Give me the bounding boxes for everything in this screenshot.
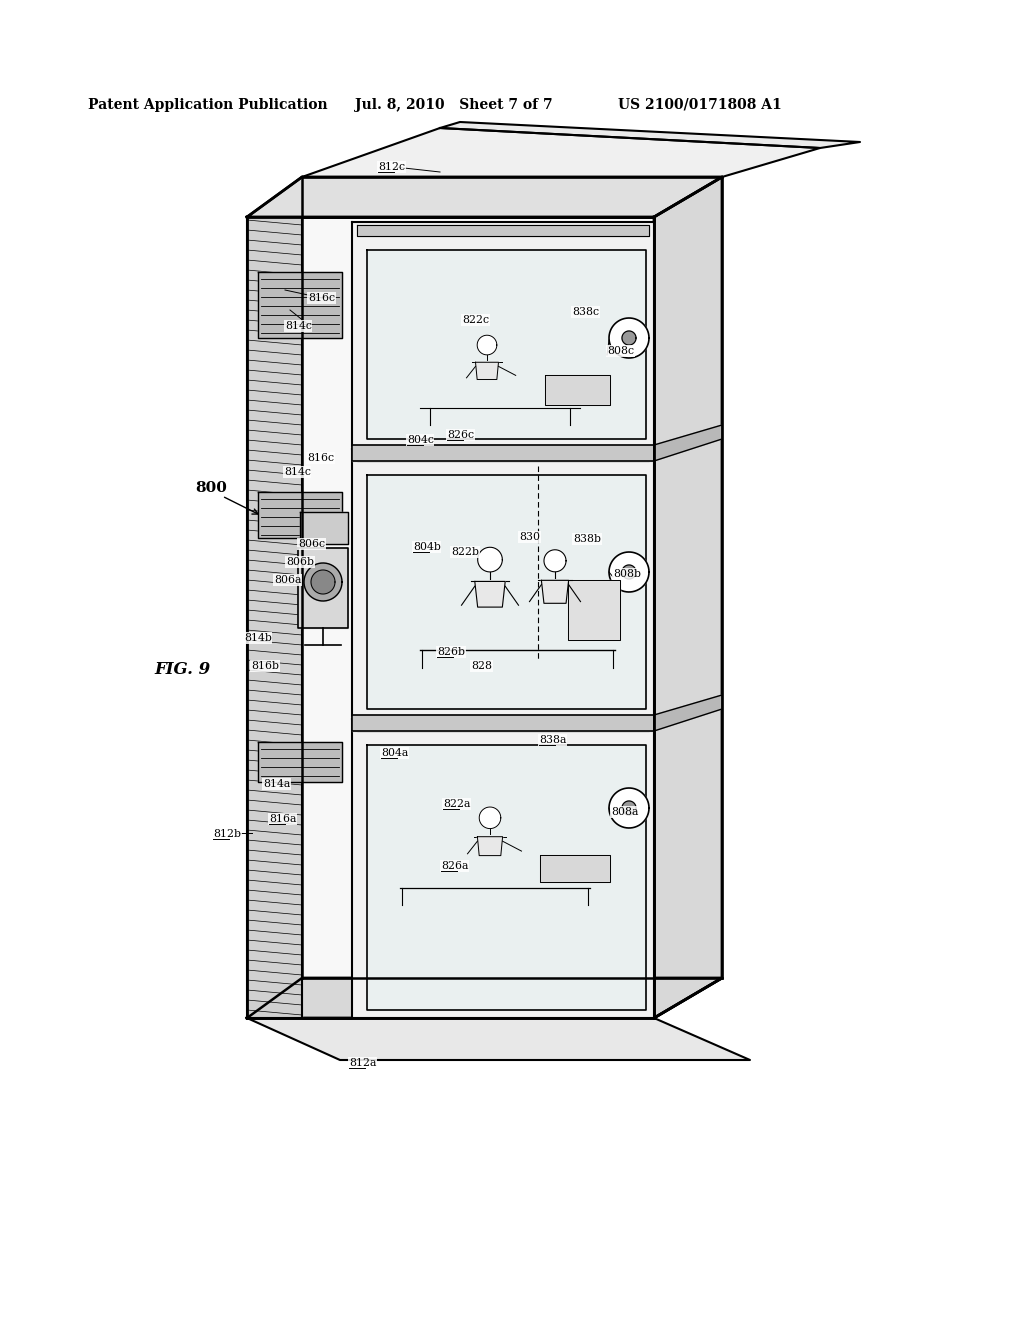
Text: FIG. 9: FIG. 9 (155, 661, 211, 678)
Polygon shape (477, 548, 503, 572)
Text: 808a: 808a (611, 807, 638, 817)
Text: Patent Application Publication: Patent Application Publication (88, 98, 328, 112)
Text: 826b: 826b (437, 647, 465, 657)
Polygon shape (540, 855, 610, 882)
Polygon shape (609, 318, 649, 358)
Text: 826c: 826c (447, 430, 474, 440)
Text: 816c: 816c (308, 293, 335, 304)
Polygon shape (247, 216, 302, 1018)
Text: 806b: 806b (286, 557, 314, 568)
Text: US 2100/0171808 A1: US 2100/0171808 A1 (618, 98, 781, 112)
Text: 806a: 806a (274, 576, 301, 585)
Polygon shape (654, 177, 722, 1018)
Polygon shape (357, 451, 649, 461)
Polygon shape (352, 449, 654, 717)
Polygon shape (300, 512, 348, 544)
Text: 816a: 816a (269, 814, 296, 824)
Text: 816c: 816c (307, 453, 334, 463)
Polygon shape (357, 721, 649, 731)
Text: 808c: 808c (607, 346, 634, 356)
Text: 814b: 814b (244, 634, 272, 643)
Polygon shape (545, 375, 610, 405)
Polygon shape (298, 548, 348, 628)
Text: 822a: 822a (443, 799, 470, 809)
Polygon shape (352, 445, 654, 461)
Polygon shape (609, 552, 649, 591)
Polygon shape (609, 788, 649, 828)
Polygon shape (352, 715, 654, 731)
Polygon shape (352, 719, 654, 1018)
Polygon shape (247, 177, 722, 216)
Polygon shape (247, 978, 750, 1060)
Text: 814a: 814a (263, 779, 290, 789)
Polygon shape (622, 801, 636, 814)
Polygon shape (440, 121, 860, 148)
Polygon shape (304, 564, 342, 601)
Polygon shape (367, 744, 646, 1010)
Text: 804b: 804b (413, 543, 441, 552)
Polygon shape (477, 335, 497, 355)
Polygon shape (302, 128, 820, 177)
Text: 808b: 808b (613, 569, 641, 579)
Text: 822b: 822b (451, 546, 479, 557)
Polygon shape (367, 475, 646, 709)
Text: 800: 800 (195, 480, 227, 495)
Text: 838b: 838b (573, 535, 601, 544)
Polygon shape (568, 579, 620, 640)
Text: 826a: 826a (441, 861, 468, 871)
Text: 838c: 838c (572, 308, 599, 317)
Polygon shape (247, 216, 654, 1018)
Polygon shape (542, 581, 568, 603)
Text: 814c: 814c (284, 467, 311, 477)
Polygon shape (258, 492, 342, 539)
Polygon shape (475, 362, 499, 379)
Polygon shape (622, 331, 636, 345)
Polygon shape (477, 837, 503, 855)
Text: 812a: 812a (349, 1059, 377, 1068)
Polygon shape (622, 565, 636, 579)
Text: 804c: 804c (407, 436, 434, 445)
Text: 814c: 814c (285, 321, 312, 331)
Text: 828: 828 (471, 661, 492, 671)
Polygon shape (654, 425, 722, 461)
Polygon shape (258, 272, 342, 338)
Polygon shape (352, 222, 654, 447)
Text: 838a: 838a (539, 735, 566, 744)
Text: 822c: 822c (462, 315, 489, 325)
Text: 806c: 806c (298, 539, 325, 549)
Text: 812b: 812b (213, 829, 241, 840)
Text: 812c: 812c (378, 162, 406, 172)
Polygon shape (475, 581, 505, 607)
Polygon shape (247, 978, 722, 1018)
Polygon shape (479, 807, 501, 829)
Polygon shape (367, 249, 646, 440)
Text: 816b: 816b (251, 661, 279, 671)
Polygon shape (311, 570, 335, 594)
Polygon shape (357, 224, 649, 236)
Polygon shape (654, 696, 722, 731)
Polygon shape (258, 742, 342, 781)
Text: 830: 830 (519, 532, 540, 543)
Text: Jul. 8, 2010   Sheet 7 of 7: Jul. 8, 2010 Sheet 7 of 7 (355, 98, 553, 112)
Polygon shape (544, 549, 566, 572)
Text: 804a: 804a (381, 748, 409, 758)
